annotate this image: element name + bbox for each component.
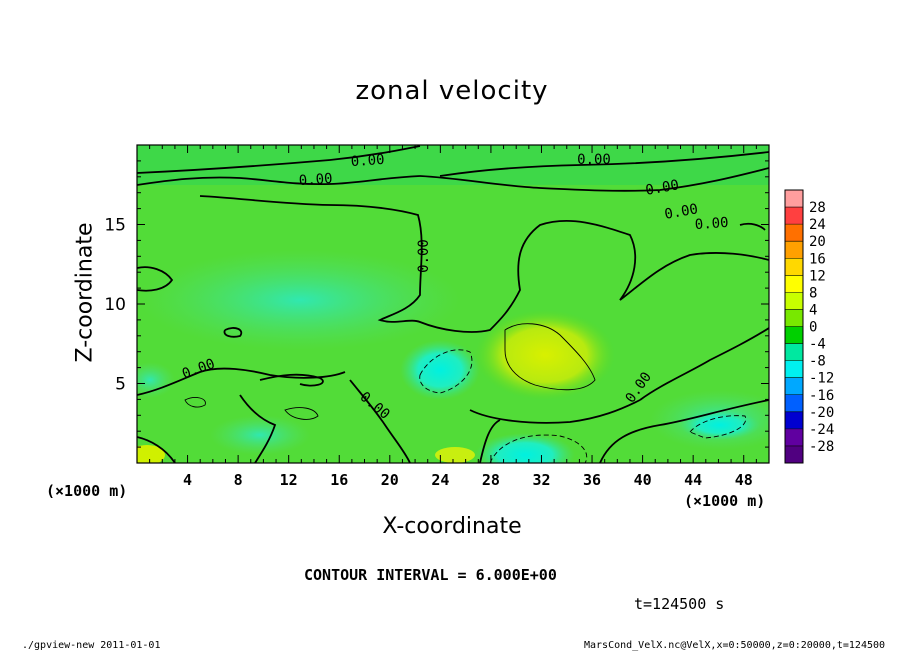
y-tick-label: 10 — [104, 295, 126, 315]
x-tick-label: 24 — [431, 471, 449, 489]
colorbar-label: 20 — [809, 234, 826, 250]
colorbar-swatch — [785, 343, 803, 361]
contour-label: 0.00 — [694, 215, 729, 233]
x-tick-label: 44 — [684, 471, 702, 489]
colorbar-label: -4 — [809, 337, 826, 353]
x-tick-label: 16 — [330, 471, 348, 489]
colorbar-swatch — [785, 275, 803, 293]
x-tick-label: 40 — [634, 471, 652, 489]
contour-interval: CONTOUR INTERVAL = 6.000E+00 — [304, 566, 557, 584]
x-tick-label: 12 — [280, 471, 298, 489]
x-tick-label: 8 — [234, 471, 243, 489]
zero-contours — [137, 145, 769, 463]
colorbar-label: -8 — [809, 354, 826, 370]
colorbar-swatch — [785, 224, 803, 242]
colorbar-swatch — [785, 377, 803, 395]
contour-label: 0.00 — [416, 239, 432, 273]
x-tick-label: 4 — [183, 471, 192, 489]
colorbar-swatch — [785, 292, 803, 310]
chart-title: zonal velocity — [355, 76, 549, 106]
y-tick-label: 15 — [104, 216, 126, 236]
field-layer — [137, 145, 769, 463]
colorbar-label: 24 — [809, 217, 826, 233]
colorbar-label: 28 — [809, 200, 826, 216]
colorbar-swatch — [785, 258, 803, 276]
colorbar-label: -16 — [809, 388, 834, 404]
colorbar-swatch — [785, 428, 803, 446]
negative-contours — [419, 349, 747, 463]
x-tick-label: 36 — [583, 471, 601, 489]
colorbar-label: 16 — [809, 251, 826, 267]
contour-label: 0.00 — [663, 201, 699, 223]
footer-right: MarsCond_VelX.nc@VelX,x=0:50000,z=0:2000… — [584, 640, 886, 651]
x-axis-ticks: 4 8 12 16 20 24 28 32 36 40 44 48 — [136, 145, 770, 489]
colorbar-label: -12 — [809, 371, 834, 387]
positive-contours — [184, 323, 596, 420]
contour-label: 0.00 — [644, 177, 680, 199]
footer-left: ./gpview-new 2011-01-01 — [22, 640, 161, 651]
colorbar-swatch — [785, 445, 803, 463]
contour-label: 0.00 — [350, 152, 385, 170]
colorbar-label: -24 — [809, 422, 834, 438]
contour-label: 0.00 — [577, 152, 611, 168]
colorbar-label: 4 — [809, 302, 817, 318]
x-axis-label: X-coordinate — [382, 514, 522, 539]
x-unit-right: (×1000 m) — [684, 492, 766, 510]
colorbar-swatch — [785, 394, 803, 412]
colorbar-label: -28 — [809, 439, 834, 455]
x-tick-label: 48 — [735, 471, 753, 489]
colorbar-label: 0 — [809, 320, 817, 336]
contour-label: 0.00 — [298, 171, 333, 189]
y-axis-label: Z-coordinate — [72, 222, 98, 363]
colorbar-swatch — [785, 360, 803, 378]
y-axis-ticks: 5 10 15 — [104, 144, 769, 464]
x-unit-left: (×1000 m) — [46, 482, 128, 500]
colorbar-swatch — [785, 326, 803, 344]
x-tick-label: 32 — [532, 471, 550, 489]
time-label: t=124500 s — [634, 595, 725, 613]
colorbar-label: 12 — [809, 268, 826, 284]
colorbar-label: 8 — [809, 285, 817, 301]
colorbar-label: -20 — [809, 405, 834, 421]
colorbar-swatch — [785, 207, 803, 225]
x-tick-label: 20 — [381, 471, 399, 489]
colorbar-swatch — [785, 190, 803, 208]
colorbar-swatch — [785, 241, 803, 259]
x-tick-label: 28 — [482, 471, 500, 489]
colorbar-swatch — [785, 411, 803, 429]
y-tick-label: 5 — [115, 375, 126, 395]
colorbar-swatch — [785, 309, 803, 327]
